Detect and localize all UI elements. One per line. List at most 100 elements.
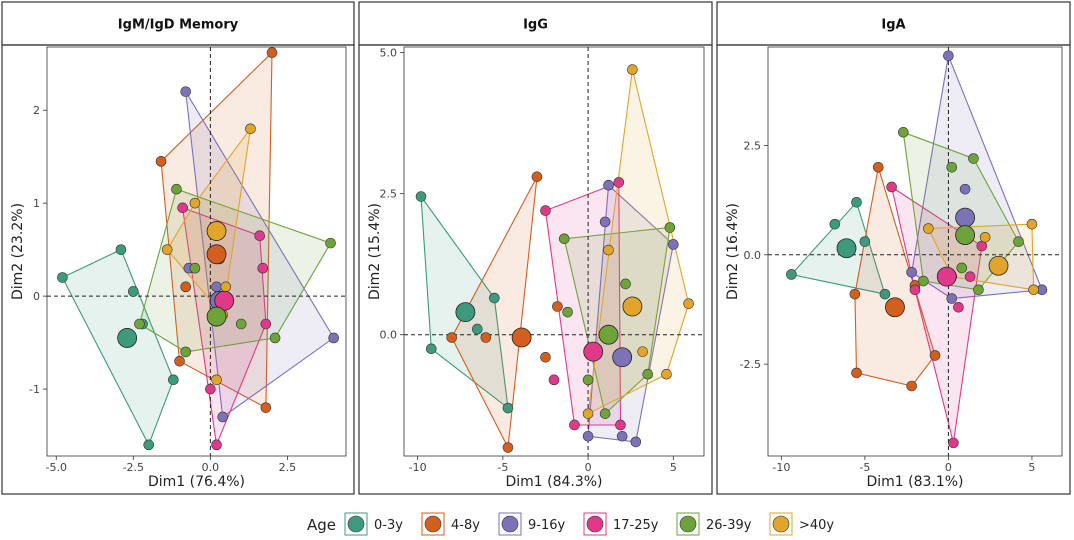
data-point — [668, 239, 679, 250]
data-point — [613, 177, 625, 188]
y-tick-label: 0.0 — [380, 329, 398, 342]
data-point — [923, 223, 934, 234]
data-point — [620, 278, 631, 290]
data-point — [1028, 284, 1039, 296]
data-point — [948, 437, 959, 449]
x-tick-label: -5 — [497, 461, 508, 474]
plot-area — [403, 46, 705, 457]
data-point — [177, 202, 188, 214]
legend-label: >40y — [799, 518, 834, 533]
data-point — [220, 281, 232, 293]
x-axis-label: Dim1 (83.1%) — [866, 474, 963, 490]
data-point — [552, 301, 563, 312]
data-point — [906, 380, 917, 392]
x-tick-label: 0.0 — [202, 461, 220, 474]
centroid-point — [988, 255, 1009, 276]
data-point — [582, 408, 594, 419]
panel-1: IgG -10 -5 0 5 0.0 2.5 5.0 Dim1 (84.3%) Dim2 (15.… — [358, 1, 713, 495]
legend-label: 0-3y — [374, 518, 403, 533]
data-point — [502, 442, 514, 453]
data-point — [328, 332, 339, 344]
y-tick-label: -1 — [29, 383, 40, 396]
hull-26-39y — [138, 188, 332, 353]
legend-label: 4-8y — [451, 518, 480, 533]
data-point — [569, 419, 580, 431]
data-point — [260, 402, 272, 413]
data-point — [189, 262, 201, 274]
hull-4-8y — [451, 176, 538, 450]
data-point — [115, 244, 127, 255]
data-point — [531, 171, 543, 183]
data-point — [898, 126, 909, 138]
data-point — [269, 332, 281, 344]
panel-0: IgM/IgD Memory -5.0 -2.5 0.0 2.5 -1 0 1 2 Dim1 (7… — [1, 1, 355, 495]
data-point — [489, 292, 500, 304]
data-point — [637, 346, 648, 357]
y-tick-label: 0 — [33, 290, 40, 303]
data-point — [946, 161, 958, 173]
panel-header — [1, 1, 355, 46]
legend-entry: 17-25y — [583, 512, 659, 536]
data-point — [266, 47, 278, 58]
data-point — [540, 351, 551, 363]
data-point — [254, 230, 265, 241]
data-point — [446, 332, 458, 343]
data-point — [143, 439, 155, 451]
x-tick-label: 5 — [670, 461, 677, 474]
data-point — [661, 368, 672, 380]
x-tick-label: 0 — [945, 461, 952, 474]
x-tick-label: -5 — [859, 461, 870, 474]
data-point — [979, 231, 991, 243]
data-point — [829, 218, 841, 230]
data-point — [603, 244, 614, 256]
data-point — [943, 50, 954, 62]
data-point — [168, 374, 179, 386]
data-point — [582, 430, 594, 442]
data-point — [211, 439, 222, 451]
y-tick-label: 1 — [33, 197, 40, 210]
data-point — [211, 374, 222, 386]
data-point — [582, 374, 594, 386]
centroid-point — [206, 244, 227, 265]
data-point — [558, 233, 570, 245]
data-point — [171, 183, 182, 195]
data-point — [235, 318, 247, 330]
data-point — [245, 123, 256, 135]
panel-title: IgA — [881, 18, 905, 33]
data-point — [180, 281, 192, 293]
data-point — [128, 286, 139, 297]
panel-title: IgG — [523, 18, 548, 33]
data-point — [851, 367, 862, 379]
data-point — [161, 244, 173, 255]
data-point — [562, 306, 573, 318]
data-point — [189, 197, 201, 209]
centroid-point — [206, 221, 227, 241]
x-tick-label: 2.5 — [279, 461, 297, 474]
data-point — [929, 350, 941, 361]
legend-label: 26-39y — [706, 518, 752, 533]
centroid-point — [836, 238, 857, 259]
data-point — [217, 411, 229, 423]
data-point — [886, 181, 897, 193]
legend-entry: 0-3y — [344, 512, 403, 536]
centroid-point — [583, 341, 604, 362]
panel-2: IgA -10 -5 0 5 -2.5 0.0 2.5 Dim1 (83.1%) Dim2 (16… — [716, 1, 1071, 495]
hull-9-16y — [185, 91, 335, 418]
data-point — [664, 222, 676, 233]
x-tick-label: -10 — [772, 461, 790, 474]
data-point — [627, 64, 638, 75]
data-point — [57, 272, 68, 283]
data-point — [174, 355, 185, 367]
data-point — [134, 318, 145, 330]
x-axis-label: Dim1 (84.3%) — [505, 474, 602, 490]
legend-title: Age — [307, 516, 336, 534]
data-point — [155, 156, 167, 167]
data-point — [616, 430, 628, 442]
y-tick-label: 0.0 — [744, 249, 762, 262]
data-point — [786, 269, 797, 280]
data-point — [906, 266, 917, 278]
data-point — [946, 293, 958, 304]
x-axis-label: Dim1 (76.4%) — [148, 474, 245, 490]
y-tick-label: 2.5 — [380, 188, 398, 201]
